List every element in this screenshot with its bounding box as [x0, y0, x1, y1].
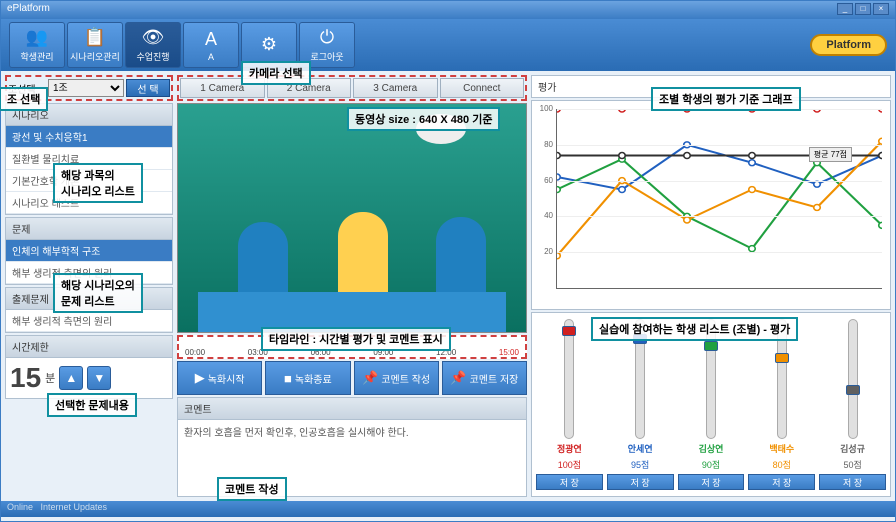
annot-camera: 카메라 선택	[241, 61, 311, 85]
annot-video-size: 동영상 size : 640 X 480 기준	[347, 107, 500, 131]
student-column: 김성규50점저 장	[819, 319, 886, 490]
score-slider[interactable]	[848, 319, 858, 439]
app-window: ePlatform _ □ × 👥학생관리📋시나리오관리👁수업진행AA⚙⏻로그아…	[0, 0, 896, 522]
student-column: 정광연100점저 장	[536, 319, 603, 490]
annot-selected: 선택한 문제내용	[47, 393, 137, 417]
action-button[interactable]: ▶녹화시작	[177, 361, 262, 395]
comment-text[interactable]: 환자의 호흡을 먼저 확인후, 인공호흡을 실시해야 한다.	[178, 420, 526, 443]
problem-header: 문제	[6, 218, 172, 240]
student-column: 안세연95점저 장	[607, 319, 674, 490]
comment-header: 코멘트	[178, 398, 526, 420]
list-item[interactable]: 인체의 해부학적 구조	[6, 240, 172, 262]
toolbar-0[interactable]: 👥학생관리	[9, 22, 65, 68]
annot-chart: 조별 학생의 평가 기준 그래프	[651, 87, 801, 111]
save-button[interactable]: 저 장	[748, 474, 815, 490]
time-header: 시간제한	[6, 336, 172, 358]
time-up-button[interactable]: ▲	[59, 366, 83, 390]
maximize-button[interactable]: □	[855, 3, 871, 15]
annot-students: 실습에 참여하는 학생 리스트 (조별) - 평가	[591, 317, 798, 341]
minimize-button[interactable]: _	[837, 3, 853, 15]
close-button[interactable]: ×	[873, 3, 889, 15]
time-panel: 시간제한 15 분 ▲ ▼	[5, 335, 173, 399]
toolbar-2[interactable]: 👁수업진행	[125, 22, 181, 68]
center-column: 1 Camera2 Camera3 CameraConnect 00:0003:…	[177, 75, 527, 497]
toolbar-1[interactable]: 📋시나리오관리	[67, 22, 123, 68]
platform-logo: Platform	[810, 34, 887, 56]
annot-scenario: 해당 과목의 시나리오 리스트	[53, 163, 143, 203]
save-button[interactable]: 저 장	[678, 474, 745, 490]
list-item[interactable]: 광선 및 수치응학1	[6, 126, 172, 148]
main-toolbar: 👥학생관리📋시나리오관리👁수업진행AA⚙⏻로그아웃 Platform	[1, 19, 895, 71]
window-buttons: _ □ ×	[837, 3, 889, 17]
video-area[interactable]	[177, 103, 527, 333]
action-button[interactable]: 📌코멘트 작성	[354, 361, 439, 395]
student-column: 백태수80점저 장	[748, 319, 815, 490]
group-select[interactable]: 1조	[48, 79, 124, 97]
status-bar: Online Internet Updates	[1, 501, 895, 517]
list-item[interactable]: 해부 생리적 측면의 원리	[6, 310, 172, 332]
toolbar-3[interactable]: AA	[183, 22, 239, 68]
score-slider[interactable]	[564, 319, 574, 439]
camera-row-box: 1 Camera2 Camera3 CameraConnect	[177, 75, 527, 101]
eval-chart: 20406080100평균 77점	[531, 100, 891, 310]
save-button[interactable]: 저 장	[607, 474, 674, 490]
time-down-button[interactable]: ▼	[87, 366, 111, 390]
titlebar: ePlatform _ □ ×	[1, 1, 895, 19]
action-button[interactable]: ■녹화종료	[265, 361, 350, 395]
save-button[interactable]: 저 장	[536, 474, 603, 490]
group-select-button[interactable]: 선 택	[126, 79, 170, 97]
action-button[interactable]: 📌코멘트 저장	[442, 361, 527, 395]
time-value: 15	[10, 362, 41, 394]
annot-problem: 해당 시나리오의 문제 리스트	[53, 273, 143, 313]
window-title: ePlatform	[7, 3, 50, 17]
camera-button[interactable]: 3 Camera	[353, 78, 438, 98]
save-button[interactable]: 저 장	[819, 474, 886, 490]
annot-group: 조 선택	[0, 87, 48, 111]
right-column: 평가 20406080100평균 77점 정광연100점저 장안세연95점저 장…	[531, 75, 891, 497]
student-column: 김상연90점저 장	[678, 319, 745, 490]
annot-comment: 코멘트 작성	[217, 477, 287, 501]
annot-timeline: 타임라인 : 시간별 평가 및 코멘트 표시	[261, 327, 451, 351]
camera-button[interactable]: Connect	[440, 78, 525, 98]
time-unit: 분	[45, 370, 55, 386]
